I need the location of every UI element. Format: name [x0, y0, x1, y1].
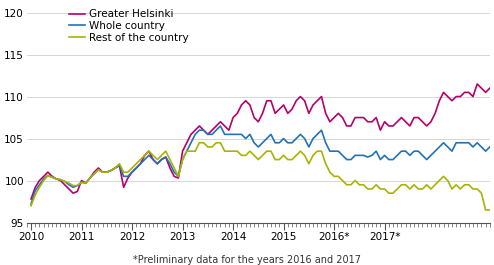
Whole country	[461, 141, 467, 144]
Whole country	[255, 145, 261, 149]
Greater Helsinki	[479, 87, 485, 90]
Rest of the country	[483, 208, 489, 211]
Greater Helsinki	[251, 116, 257, 119]
Legend: Greater Helsinki, Whole country, Rest of the country: Greater Helsinki, Whole country, Rest of…	[69, 9, 189, 42]
Line: Greater Helsinki: Greater Helsinki	[31, 84, 490, 199]
Rest of the country	[356, 183, 362, 186]
Line: Rest of the country: Rest of the country	[31, 143, 490, 210]
Rest of the country	[197, 141, 203, 144]
Rest of the country	[461, 183, 467, 186]
Text: *Preliminary data for the years 2016 and 2017: *Preliminary data for the years 2016 and…	[133, 255, 361, 265]
Rest of the country	[163, 149, 168, 153]
Whole country	[479, 145, 485, 149]
Whole country	[163, 156, 168, 159]
Whole country	[243, 137, 248, 140]
Line: Whole country: Whole country	[31, 126, 490, 204]
Greater Helsinki	[487, 87, 493, 90]
Greater Helsinki	[352, 116, 358, 119]
Rest of the country	[487, 208, 493, 211]
Rest of the country	[243, 154, 248, 157]
Whole country	[28, 202, 34, 206]
Greater Helsinki	[239, 103, 245, 107]
Whole country	[356, 154, 362, 157]
Rest of the country	[479, 192, 485, 195]
Rest of the country	[28, 204, 34, 207]
Greater Helsinki	[457, 95, 463, 98]
Rest of the country	[255, 158, 261, 161]
Greater Helsinki	[28, 197, 34, 201]
Whole country	[487, 145, 493, 149]
Greater Helsinki	[163, 156, 168, 159]
Greater Helsinki	[474, 82, 480, 86]
Whole country	[217, 124, 223, 127]
